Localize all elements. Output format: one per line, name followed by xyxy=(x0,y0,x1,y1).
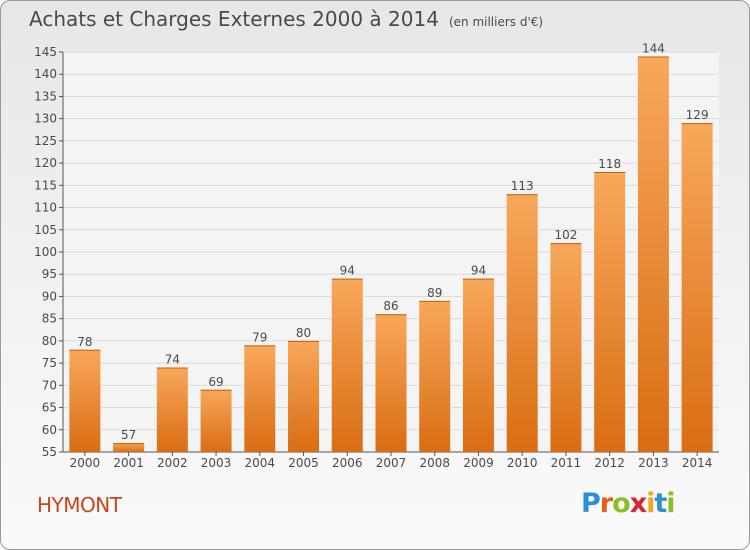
y-tick-label: 75 xyxy=(42,356,57,370)
bar xyxy=(113,443,145,452)
y-tick-label: 140 xyxy=(34,67,57,81)
logo-letter: x xyxy=(629,488,647,519)
y-tick-label: 125 xyxy=(34,134,57,148)
bar-value-label: 94 xyxy=(471,264,486,278)
x-tick-label: 2003 xyxy=(201,456,232,470)
bar-value-label: 86 xyxy=(383,299,398,313)
logo-letter: P xyxy=(581,488,601,519)
bar-value-label: 129 xyxy=(686,108,709,122)
x-tick-label: 2008 xyxy=(419,456,450,470)
logo-letter: i xyxy=(666,488,675,519)
bar xyxy=(156,367,188,452)
bar-value-label: 102 xyxy=(554,228,577,242)
bar xyxy=(506,194,538,452)
x-tick-label: 2007 xyxy=(376,456,407,470)
y-tick-label: 115 xyxy=(34,178,57,192)
x-tick-label: 2012 xyxy=(594,456,625,470)
logo-letter: i xyxy=(646,488,655,519)
x-tick-label: 2002 xyxy=(157,456,188,470)
title-text: Achats et Charges Externes 2000 à 2014 xyxy=(29,7,439,31)
bar-value-label: 78 xyxy=(77,335,92,349)
chart-subtitle: (en milliers d'€) xyxy=(448,15,544,29)
bar xyxy=(419,300,451,452)
y-tick-label: 135 xyxy=(34,89,57,103)
y-tick-label: 80 xyxy=(42,334,57,348)
x-tick-label: 2000 xyxy=(70,456,101,470)
bar-value-label: 144 xyxy=(642,41,665,55)
bar-value-label: 118 xyxy=(598,157,621,171)
y-tick-label: 70 xyxy=(42,378,57,392)
chart-title: Achats et Charges Externes 2000 à 2014 (e… xyxy=(29,7,543,31)
x-tick-label: 2006 xyxy=(332,456,363,470)
y-tick-label: 130 xyxy=(34,112,57,126)
logo-letter: o xyxy=(612,488,631,519)
y-tick-label: 55 xyxy=(42,445,57,459)
bar xyxy=(288,340,320,452)
logo-letter: t xyxy=(654,488,667,519)
place-name: HYMONT xyxy=(37,493,122,517)
bar xyxy=(331,278,363,452)
bar xyxy=(637,56,669,452)
x-tick-label: 2013 xyxy=(638,456,669,470)
x-tick-label: 2004 xyxy=(245,456,276,470)
y-tick-label: 85 xyxy=(42,312,57,326)
y-tick-label: 95 xyxy=(42,267,57,281)
bar xyxy=(462,278,494,452)
bar xyxy=(594,172,626,452)
bar-value-label: 69 xyxy=(208,375,223,389)
bar xyxy=(681,123,713,452)
bar-value-label: 89 xyxy=(427,286,442,300)
y-tick-label: 120 xyxy=(34,156,57,170)
bar-value-label: 94 xyxy=(340,264,355,278)
y-tick-label: 65 xyxy=(42,401,57,415)
bar xyxy=(375,314,407,452)
x-tick-label: 2001 xyxy=(113,456,144,470)
y-tick-label: 100 xyxy=(34,245,57,259)
bar xyxy=(550,243,582,452)
bar-value-label: 79 xyxy=(252,330,267,344)
y-tick-label: 110 xyxy=(34,201,57,215)
bar-value-label: 74 xyxy=(165,353,180,367)
x-tick-label: 2005 xyxy=(288,456,319,470)
x-tick-label: 2009 xyxy=(463,456,494,470)
x-tick-label: 2010 xyxy=(507,456,538,470)
y-tick-label: 90 xyxy=(42,289,57,303)
bar-value-label: 57 xyxy=(121,428,136,442)
bar-value-label: 113 xyxy=(511,179,534,193)
bar xyxy=(69,349,101,452)
y-tick-label: 145 xyxy=(34,45,57,59)
y-tick-label: 60 xyxy=(42,423,57,437)
x-tick-label: 2014 xyxy=(682,456,713,470)
bar-value-label: 80 xyxy=(296,326,311,340)
proxiti-logo: Proxiti xyxy=(581,488,676,519)
y-tick-label: 105 xyxy=(34,223,57,237)
logo-letter: r xyxy=(599,488,613,519)
bar xyxy=(200,389,232,452)
bar xyxy=(244,345,276,452)
x-tick-label: 2011 xyxy=(551,456,582,470)
